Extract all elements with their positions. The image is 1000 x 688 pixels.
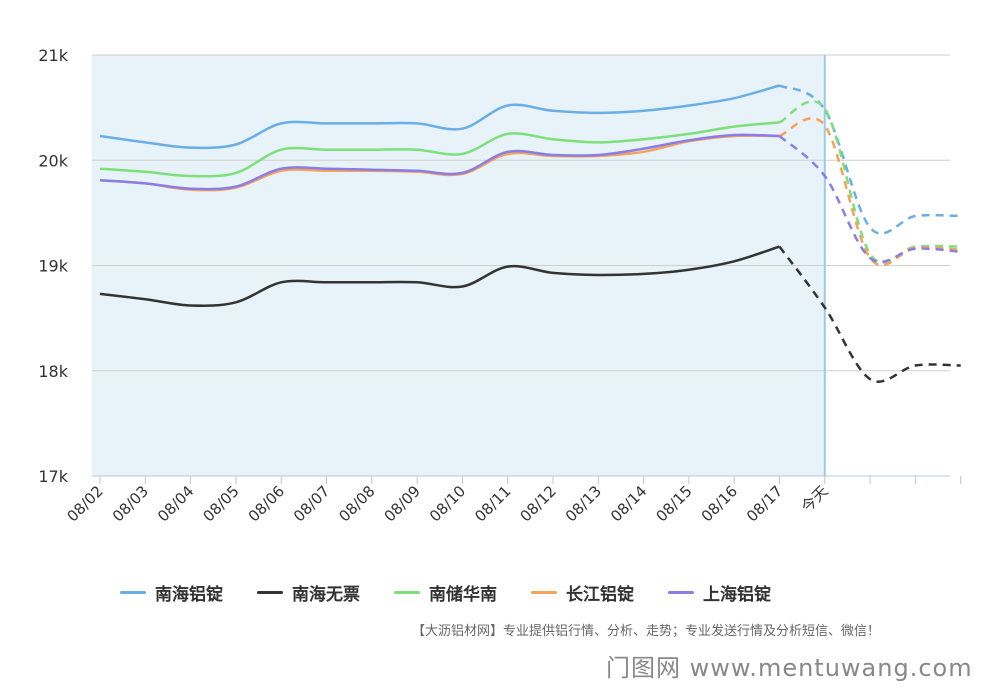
series-forecast-line-2 [778,245,961,383]
x-tick-label: 08/07 [290,482,333,525]
legend-swatch [394,590,420,594]
footnote: 【大沥铝材网】专业提供铝行情、分析、走势；专业发送行情及分析短信、微信！ [412,624,881,639]
series-line-1 [99,84,780,150]
legend-label: 南海无票 [292,584,360,605]
series-line-5 [99,133,780,191]
legend-swatch [120,590,146,594]
y-tick-label: 21k [38,46,68,65]
legend-label: 上海铝锭 [703,584,771,605]
legend-item-5[interactable]: 上海铝锭 [668,580,771,605]
x-tick-label: 08/11 [471,482,514,525]
series-line-3 [99,121,780,178]
x-tick-label: 08/03 [109,482,152,525]
x-tick-label: 08/12 [517,482,560,525]
legend-item-1[interactable]: 南海铝锭 [120,580,223,605]
x-tick-label: 08/15 [652,482,695,525]
line-chart: 17k 18k 19k 20k 21k 08/02 08/03 08/04 08/05 08/06… [38,46,962,525]
series-forecast-line-1 [778,84,961,235]
legend-label: 南海铝锭 [155,584,223,605]
site-watermark: 门图网 www.mentuwang.com [606,654,973,682]
legend-label: 长江铝锭 [566,584,634,605]
legend-label: 南储华南 [429,584,497,605]
x-tick-label: 08/05 [199,482,242,525]
y-tick-label: 18k [38,362,68,381]
x-tick-label: 08/13 [562,482,605,525]
x-tick-label: 08/09 [381,482,424,525]
x-tick-label: 今天 [798,482,832,516]
x-tick-label: 08/16 [698,482,741,525]
legend-swatch [257,590,283,594]
legend-item-2[interactable]: 南海无票 [257,580,360,605]
y-tick-label: 19k [38,257,68,276]
series-forecast-line-5 [778,135,961,264]
x-tick-label: 08/10 [426,482,469,525]
x-tick-label: 08/17 [743,482,786,525]
series-line-2 [99,245,780,308]
x-tick-label: 08/06 [245,482,288,525]
legend-item-3[interactable]: 南储华南 [394,580,497,605]
x-tick-label: 08/02 [64,482,107,525]
legend: 南海铝锭 南海无票 南储华南 长江铝锭 上海铝锭 [120,578,880,606]
legend-swatch [668,590,694,594]
y-tick-label: 17k [38,467,68,486]
x-tick-label: 08/08 [335,482,378,525]
legend-item-4[interactable]: 长江铝锭 [531,580,634,605]
x-tick-label: 08/14 [607,482,650,525]
legend-swatch [531,590,557,594]
x-tick-label: 08/04 [154,482,197,525]
y-tick-label: 20k [38,151,68,170]
